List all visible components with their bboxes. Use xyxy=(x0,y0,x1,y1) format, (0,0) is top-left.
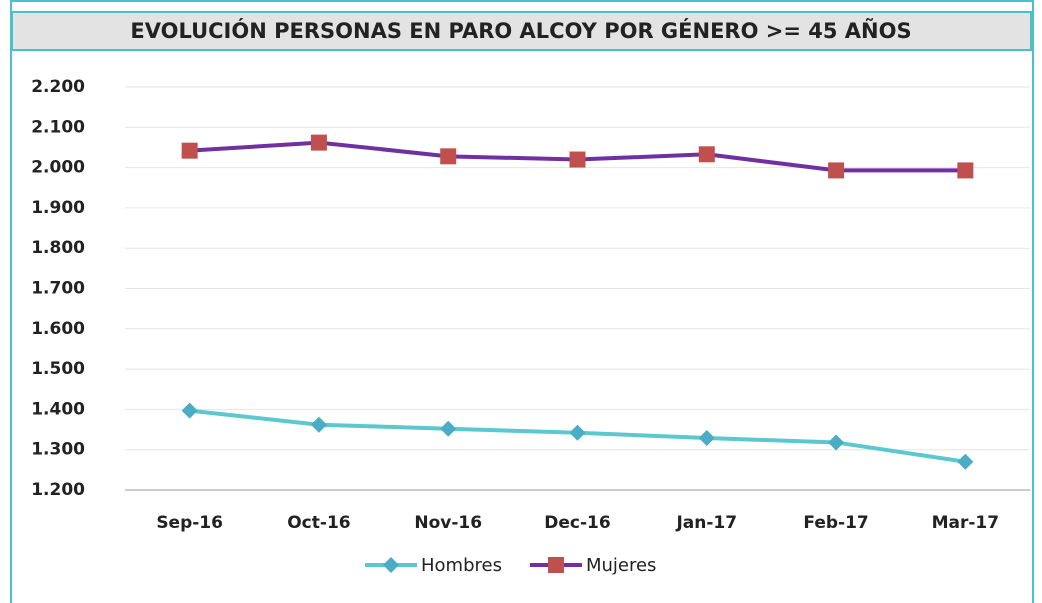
data-point xyxy=(310,416,327,433)
y-tick-label: 1.300 xyxy=(31,440,85,460)
title-bar xyxy=(11,11,1032,51)
chart-frame xyxy=(10,0,1034,603)
data-point xyxy=(569,151,586,168)
data-point xyxy=(310,134,327,151)
data-point xyxy=(569,424,586,441)
data-point xyxy=(957,162,974,179)
y-tick-label: 1.600 xyxy=(31,319,85,339)
y-tick-label: 1.200 xyxy=(31,480,85,500)
data-point xyxy=(957,453,974,470)
y-tick-label: 1.400 xyxy=(31,399,85,419)
y-tick-label: 2.200 xyxy=(31,77,85,97)
y-tick-label: 1.800 xyxy=(31,238,85,258)
x-tick-label: Jan-17 xyxy=(675,513,737,533)
y-tick-label: 1.500 xyxy=(31,359,85,379)
data-point xyxy=(181,142,198,159)
data-point xyxy=(440,148,457,165)
x-tick-label: Dec-16 xyxy=(544,513,610,533)
y-tick-label: 2.100 xyxy=(31,117,85,137)
data-point xyxy=(181,402,198,419)
data-point xyxy=(698,430,715,447)
x-tick-label: Nov-16 xyxy=(414,513,482,533)
data-point xyxy=(440,420,457,437)
legend-marker xyxy=(547,557,564,573)
data-point xyxy=(828,162,845,179)
data-point xyxy=(698,146,715,163)
x-tick-label: Feb-17 xyxy=(803,513,868,533)
legend-marker xyxy=(383,557,399,573)
x-tick-label: Oct-16 xyxy=(287,513,350,533)
y-tick-label: 1.700 xyxy=(31,279,85,299)
chart-title: EVOLUCIÓN PERSONAS EN PARO ALCOY POR GÉN… xyxy=(130,18,911,43)
y-tick-label: 1.900 xyxy=(31,198,85,218)
legend-label: Mujeres xyxy=(586,555,656,576)
x-tick-label: Mar-17 xyxy=(932,513,1000,533)
legend-label: Hombres xyxy=(421,555,502,576)
x-tick-label: Sep-16 xyxy=(156,513,223,533)
data-point xyxy=(828,434,845,451)
y-tick-label: 2.000 xyxy=(31,158,85,178)
